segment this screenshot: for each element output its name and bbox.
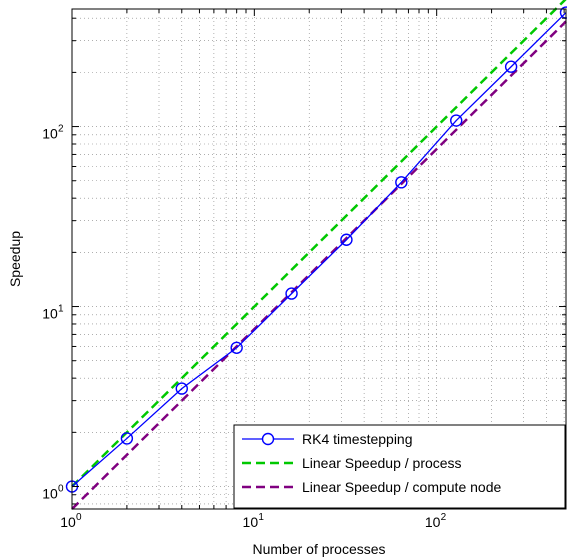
plot-frame (71, 8, 567, 510)
series-linear-speedup-process (71, 0, 567, 488)
series-rk4-timestepping (65, 6, 567, 493)
y-axis-title: Speedup (7, 231, 23, 287)
x-tick-label: 10 (425, 514, 441, 530)
data-point-rk4-timestepping (395, 176, 408, 189)
axis-ticks: 10 0 10 1 10 210 010 110 2 (42, 9, 566, 530)
x-tick-label-exponent: 0 (76, 512, 82, 523)
x-tick-label-exponent: 2 (441, 512, 447, 523)
y-tick-label-exponent: 2 (58, 124, 64, 135)
series-line-rk4-timestepping (71, 12, 567, 487)
y-tick-label: 10 (42, 306, 58, 322)
data-point-rk4-timestepping (175, 382, 188, 395)
data-point-rk4-timestepping (285, 287, 298, 300)
y-tick-label: 10 (42, 126, 58, 142)
x-axis-title: Number of processes (252, 541, 385, 557)
legend-label-rk4-timestepping: RK4 timestepping (302, 431, 413, 447)
y-tick-label-exponent: 0 (58, 484, 64, 495)
y-tick-label: 10 (42, 486, 58, 502)
data-point-rk4-timestepping (340, 233, 353, 246)
series-line-linear-speedup-compute-node (71, 20, 567, 510)
legend: RK4 timestepping Linear Speedup / process… (233, 424, 566, 509)
data-point-rk4-timestepping (120, 432, 134, 445)
x-tick-label-exponent: 1 (258, 512, 264, 523)
legend-marker-rk4-timestepping (261, 432, 275, 446)
y-tick-label-exponent: 1 (58, 304, 64, 315)
x-tick-label: 10 (243, 514, 259, 530)
legend-label-linear-speedup-process: Linear Speedup / process (302, 455, 462, 471)
legend-label-linear-speedup-compute-node: Linear Speedup / compute node (302, 479, 501, 495)
series-linear-speedup-compute-node (71, 20, 567, 510)
data-point-rk4-timestepping (230, 341, 243, 354)
x-tick-label: 10 (60, 514, 76, 530)
data-point-rk4-timestepping (504, 60, 518, 73)
data-point-rk4-timestepping (450, 114, 463, 127)
series-line-linear-speedup-process (71, 0, 567, 488)
